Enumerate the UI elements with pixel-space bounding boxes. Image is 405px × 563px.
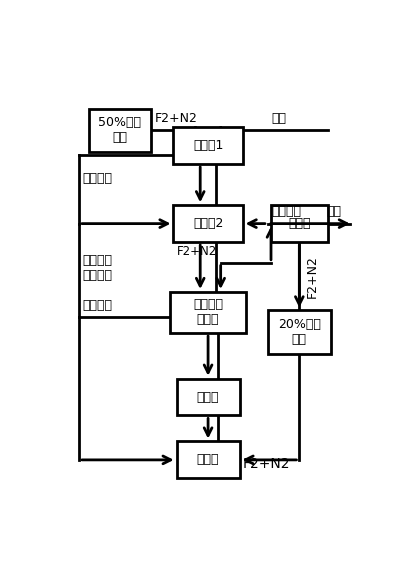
Bar xyxy=(173,127,242,164)
Text: 五氟化锑: 五氟化锑 xyxy=(82,172,112,185)
Text: 膨胀石墨: 膨胀石墨 xyxy=(271,205,300,218)
Text: 反应器2: 反应器2 xyxy=(192,217,223,230)
Text: 50%氟气
储罐: 50%氟气 储罐 xyxy=(98,117,141,145)
Bar xyxy=(271,205,327,242)
Text: F2+N2: F2+N2 xyxy=(177,245,217,258)
Bar xyxy=(176,378,239,415)
Text: 冷却器: 冷却器 xyxy=(196,453,219,466)
Text: 膜压机: 膜压机 xyxy=(288,217,310,230)
Bar xyxy=(176,441,239,479)
Text: 氟化石墨: 氟化石墨 xyxy=(82,300,112,312)
Bar xyxy=(88,109,151,152)
Bar xyxy=(173,205,242,242)
Text: 20%氟气
储罐: 20%氟气 储罐 xyxy=(277,318,320,346)
Text: F2+N2: F2+N2 xyxy=(305,254,318,298)
Text: 五氟化锑
插层石墨: 五氟化锑 插层石墨 xyxy=(82,254,112,282)
Bar xyxy=(267,310,330,354)
Text: 锑粉: 锑粉 xyxy=(271,112,285,125)
Bar xyxy=(170,292,245,333)
Text: 除尘器: 除尘器 xyxy=(196,391,219,404)
Text: 反应器1: 反应器1 xyxy=(192,139,223,152)
Text: F2+N2: F2+N2 xyxy=(242,457,290,471)
Text: F2+N2: F2+N2 xyxy=(154,112,197,125)
Text: 氟化石墨
反应器: 氟化石墨 反应器 xyxy=(193,298,222,327)
Text: 石墨: 石墨 xyxy=(325,205,340,218)
